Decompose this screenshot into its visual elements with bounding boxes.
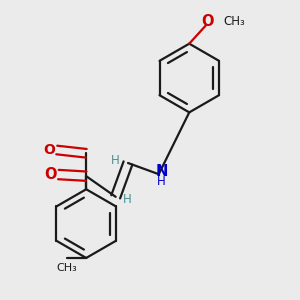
Text: H: H (123, 193, 131, 206)
Text: O: O (201, 14, 214, 29)
Text: O: O (44, 167, 56, 182)
Text: N: N (155, 164, 167, 179)
Text: CH₃: CH₃ (224, 15, 245, 28)
Text: O: O (44, 143, 56, 157)
Text: H: H (157, 175, 166, 188)
Text: H: H (111, 154, 120, 167)
Text: CH₃: CH₃ (56, 263, 77, 273)
